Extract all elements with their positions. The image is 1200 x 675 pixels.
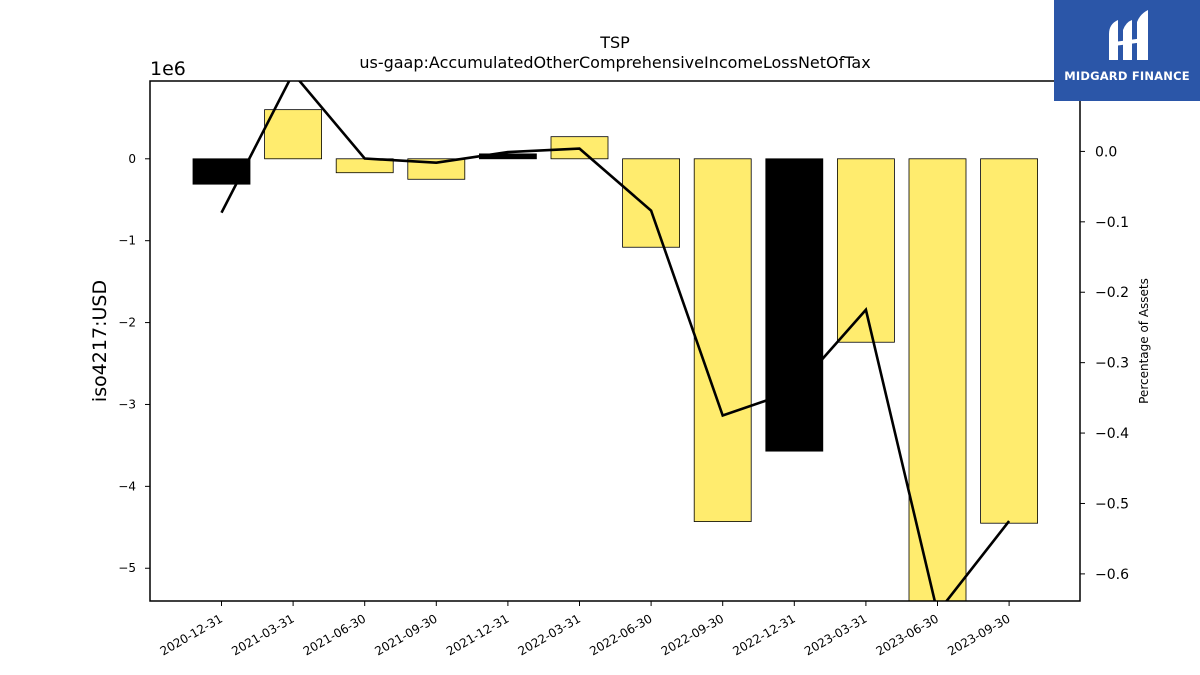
x-tick-label: 2023-03-31: [802, 611, 869, 658]
brand-mark-icon: [1109, 10, 1148, 60]
y-tick-label: −4: [118, 479, 136, 493]
x-tick-label: 2022-06-30: [587, 611, 654, 658]
bar-2021-03-31: [264, 109, 323, 160]
x-tick-label: 2022-12-31: [730, 611, 797, 658]
bar-2020-12-31: [192, 158, 251, 185]
bar-2022-12-31: [765, 158, 824, 452]
y-tick-label: −1: [118, 234, 136, 248]
y2-tick-label: −0.6: [1095, 567, 1129, 583]
bar-2022-09-30: [693, 158, 752, 522]
chart-subtitle: us-gaap:AccumulatedOtherComprehensiveInc…: [359, 53, 870, 72]
chart-title: TSP: [599, 33, 630, 52]
x-tick-label: 2022-09-30: [659, 611, 726, 658]
y-tick-label: −5: [118, 561, 136, 575]
y2-tick-label: −0.1: [1095, 215, 1129, 231]
y2-tick-label: −0.4: [1095, 426, 1129, 442]
y-tick-label: −3: [118, 397, 136, 411]
bar-2023-09-30: [980, 158, 1038, 524]
x-tick-label: 2020-12-31: [158, 611, 225, 658]
x-tick-label: 2021-12-31: [444, 611, 511, 658]
y2-tick-label: −0.3: [1095, 356, 1129, 372]
bar-series: [192, 109, 1038, 601]
y2-tick-label: −0.5: [1095, 496, 1129, 512]
y2-tick-label: −0.2: [1095, 285, 1129, 301]
x-tick-label: 2022-03-31: [516, 611, 583, 658]
bar-2021-09-30: [407, 158, 466, 180]
brand-logo: MIDGARD FINANCE: [1054, 0, 1200, 101]
y2-tick-label: 0.0: [1095, 144, 1117, 160]
bar-2023-06-30: [908, 158, 967, 601]
line-series-layer: [220, 81, 1011, 601]
plot-frame: [149, 80, 1081, 602]
brand-name: MIDGARD FINANCE: [1064, 69, 1190, 83]
x-tick-label: 2021-03-31: [229, 611, 296, 658]
y-axis-label: iso4217:USD: [89, 280, 111, 402]
x-tick-label: 2023-06-30: [874, 611, 941, 658]
bar-2022-06-30: [622, 158, 680, 248]
x-tick-label: 2023-09-30: [945, 611, 1012, 658]
y-tick-label: −2: [118, 316, 136, 330]
y2-axis-label: Percentage of Assets: [1137, 278, 1151, 404]
x-tick-label: 2021-06-30: [301, 611, 368, 658]
y-tick-label: 0: [128, 152, 136, 166]
x-tick-label: 2021-09-30: [372, 611, 439, 658]
percentage-of-assets-line: [220, 81, 1011, 601]
y-axis-offset-label: 1e6: [150, 58, 186, 80]
